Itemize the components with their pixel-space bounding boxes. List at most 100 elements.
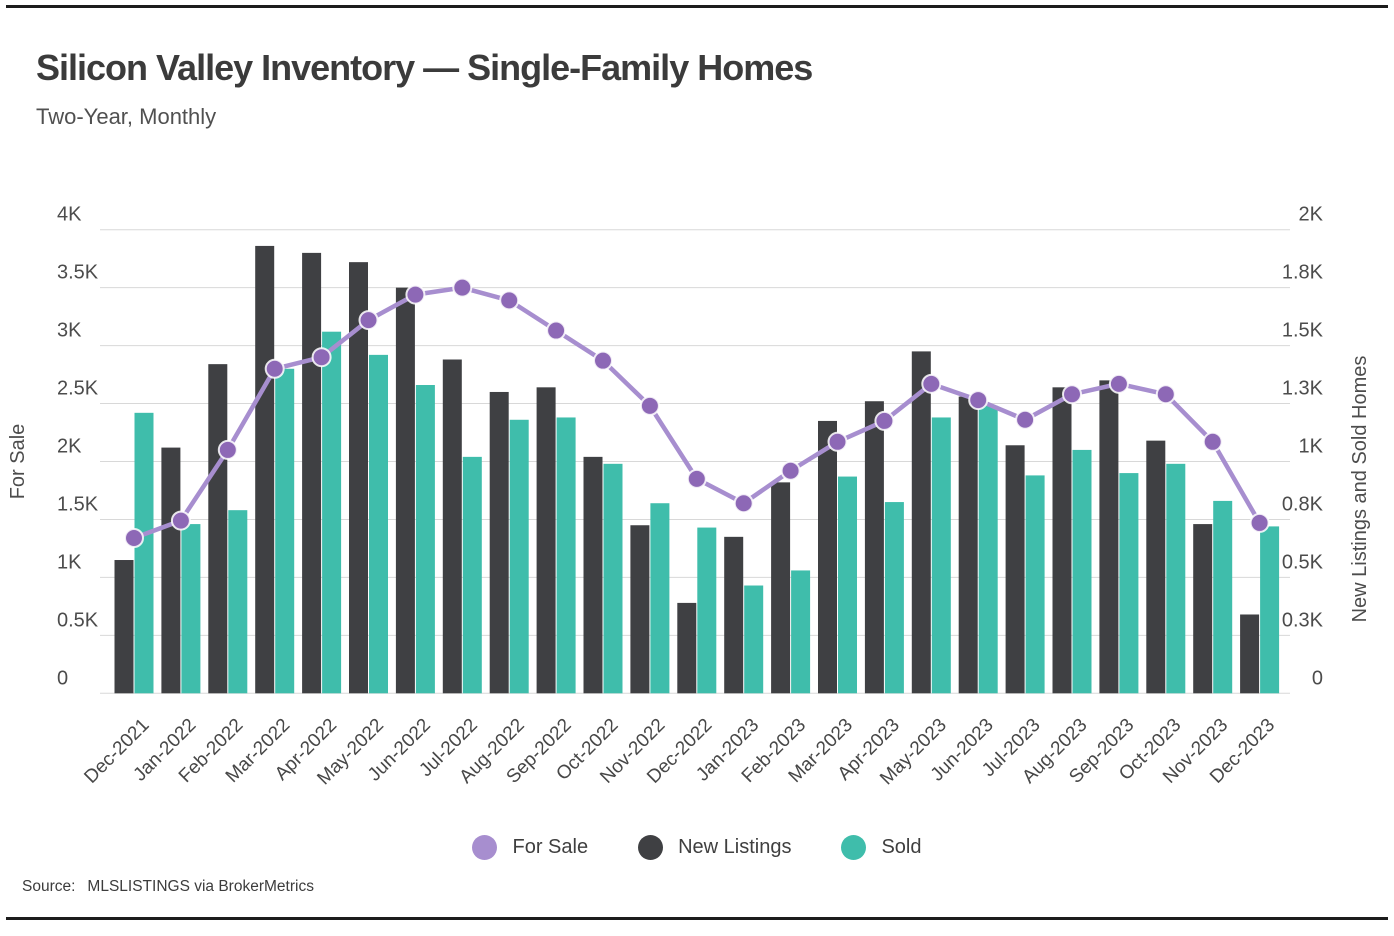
for-sale-point-Jul-2023 — [1015, 409, 1036, 430]
bar-sold-Oct-2023 — [1166, 463, 1186, 694]
bar-sold-Jun-2022 — [415, 385, 435, 694]
left-tick-1K: 1K — [57, 551, 82, 573]
bar-sold-Jan-2022 — [181, 524, 201, 694]
legend-item-new-listings: New Listings — [638, 835, 791, 860]
bar-new-listings-May-2022 — [349, 262, 368, 694]
bar-sold-Feb-2023 — [791, 570, 811, 694]
bar-sold-May-2022 — [369, 354, 388, 694]
bar-new-listings-Jan-2022 — [161, 447, 181, 694]
for-sale-point-May-2023 — [921, 373, 942, 394]
new-listings-legend-label: New Listings — [678, 836, 792, 858]
right-tick-1.8K: 1.8K — [1282, 262, 1324, 284]
for-sale-point-Sep-2022 — [546, 320, 567, 341]
for-sale-point-Dec-2021 — [124, 527, 144, 548]
bar-new-listings-Jun-2023 — [958, 396, 978, 694]
left-tick-2K: 2K — [57, 436, 82, 458]
right-tick-0.3K: 0.3K — [1282, 609, 1324, 631]
right-tick-1.3K: 1.3K — [1282, 378, 1324, 400]
bar-new-listings-Apr-2023 — [864, 401, 884, 694]
bar-sold-Apr-2023 — [884, 502, 904, 694]
for-sale-point-Oct-2023 — [1155, 384, 1176, 405]
bar-sold-Jul-2022 — [462, 456, 482, 694]
bar-sold-May-2023 — [931, 417, 951, 694]
source-line: Source: MLSLISTINGS via BrokerMetrics — [22, 878, 314, 896]
for-sale-point-Dec-2022 — [686, 468, 707, 489]
bar-new-listings-Jul-2023 — [1005, 445, 1025, 694]
left-tick-2.5K: 2.5K — [57, 378, 99, 400]
bottom-rule — [6, 917, 1388, 920]
bar-new-listings-Dec-2022 — [677, 602, 697, 694]
for-sale-point-Feb-2022 — [217, 439, 238, 460]
bar-new-listings-Jul-2022 — [442, 359, 462, 694]
for-sale-point-Apr-2022 — [311, 347, 332, 368]
left-tick-3K: 3K — [57, 320, 82, 342]
chart-title: Silicon Valley Inventory — Single-Family… — [36, 47, 813, 88]
for-sale-point-Aug-2023 — [1062, 384, 1082, 405]
bar-new-listings-Dec-2021 — [114, 560, 134, 694]
for-sale-point-Jun-2022 — [405, 284, 426, 305]
for-sale-point-Jan-2023 — [733, 493, 754, 514]
for-sale-point-Nov-2023 — [1202, 431, 1223, 452]
legend-item-for-sale: For Sale — [472, 835, 588, 860]
right-tick-2K: 2K — [1299, 204, 1324, 226]
bar-sold-Apr-2022 — [322, 331, 342, 694]
bar-sold-Aug-2023 — [1072, 449, 1092, 694]
bar-new-listings-Aug-2023 — [1052, 387, 1072, 694]
bar-sold-Dec-2023 — [1260, 526, 1280, 694]
left-tick-3.5K: 3.5K — [57, 262, 99, 284]
bar-new-listings-May-2023 — [911, 351, 931, 694]
for-sale-point-Sep-2023 — [1108, 373, 1129, 394]
left-tick-0.5K: 0.5K — [57, 609, 99, 631]
bar-sold-Mar-2022 — [275, 368, 295, 694]
left-axis-title: For Sale — [7, 424, 29, 500]
for-sale-point-Jan-2022 — [170, 510, 191, 531]
bar-sold-Nov-2023 — [1213, 500, 1233, 694]
bar-new-listings-Nov-2023 — [1193, 524, 1213, 694]
bar-sold-Jul-2023 — [1025, 475, 1045, 694]
left-tick-4K: 4K — [57, 204, 82, 226]
bar-new-listings-Nov-2022 — [630, 525, 650, 694]
source-text: MLSLISTINGS via BrokerMetrics — [87, 878, 314, 895]
bar-sold-Dec-2022 — [697, 527, 717, 694]
bar-new-listings-Feb-2022 — [208, 364, 228, 694]
for-sale-point-May-2022 — [358, 310, 379, 331]
bar-new-listings-Jun-2022 — [395, 287, 415, 694]
for-sale-point-Dec-2023 — [1249, 512, 1270, 533]
right-tick-0: 0 — [1312, 667, 1323, 689]
bar-new-listings-Feb-2023 — [771, 482, 791, 694]
source-label: Source: — [22, 878, 76, 895]
bar-new-listings-Apr-2022 — [302, 252, 322, 694]
bar-new-listings-Aug-2022 — [489, 391, 509, 694]
bar-sold-Nov-2022 — [650, 503, 670, 694]
bar-sold-Sep-2023 — [1119, 473, 1139, 694]
bar-sold-Dec-2021 — [134, 412, 154, 694]
for-sale-point-Mar-2023 — [827, 431, 848, 452]
sold-swatch — [841, 835, 867, 860]
bar-new-listings-Jan-2023 — [724, 536, 744, 694]
left-tick-1.5K: 1.5K — [57, 493, 99, 515]
bar-sold-Mar-2023 — [838, 476, 857, 694]
top-rule — [6, 5, 1388, 8]
for-sale-legend-label: For Sale — [512, 836, 589, 858]
right-tick-0.5K: 0.5K — [1282, 551, 1324, 573]
bar-new-listings-Mar-2022 — [255, 245, 275, 694]
right-axis-title: New Listings and Sold Homes — [1349, 356, 1371, 623]
sold-legend-label: Sold — [881, 836, 922, 858]
right-tick-0.8K: 0.8K — [1282, 493, 1324, 515]
for-sale-point-Jul-2022 — [452, 277, 473, 298]
bar-sold-Oct-2022 — [603, 463, 623, 694]
right-tick-1.5K: 1.5K — [1282, 320, 1324, 342]
bar-sold-Jan-2023 — [744, 585, 764, 694]
right-tick-1K: 1K — [1299, 436, 1324, 458]
new-listings-swatch — [638, 835, 664, 860]
for-sale-point-Mar-2022 — [264, 358, 285, 379]
legend-item-sold: Sold — [841, 835, 922, 860]
bar-new-listings-Sep-2022 — [536, 387, 556, 694]
bar-new-listings-Oct-2022 — [583, 456, 603, 694]
left-tick-0: 0 — [57, 667, 68, 689]
for-sale-point-Aug-2022 — [499, 290, 520, 311]
bar-sold-Feb-2022 — [228, 510, 248, 694]
chart-subtitle: Two-Year, Monthly — [36, 104, 217, 129]
